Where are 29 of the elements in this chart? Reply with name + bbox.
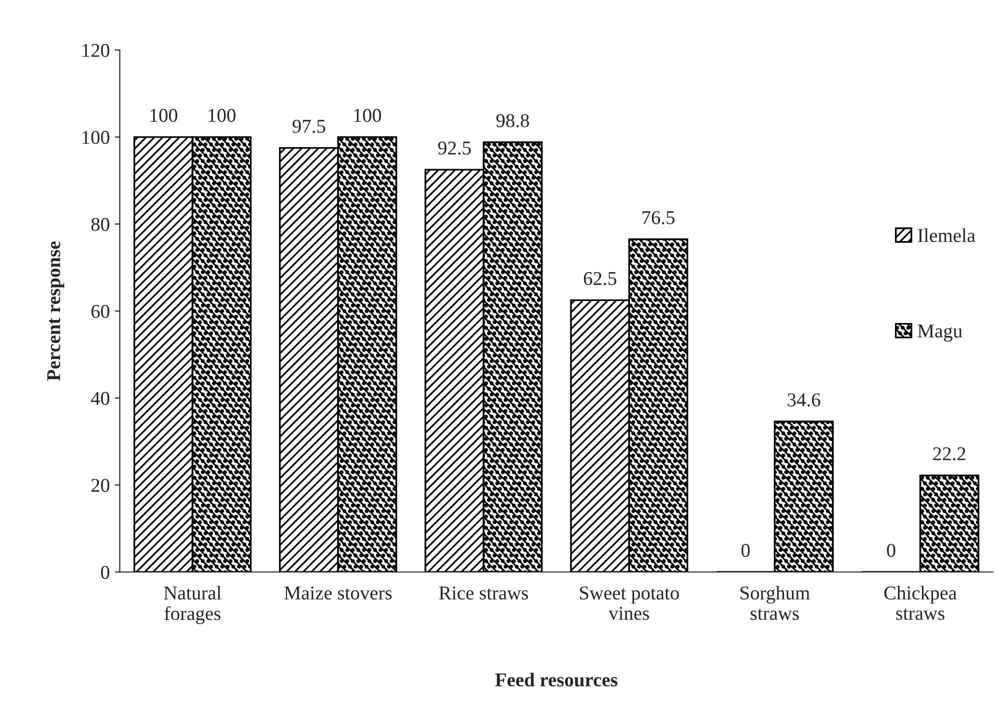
data-label: 100 [150, 108, 178, 122]
x-tick-label: Chickpea straws [884, 586, 957, 620]
data-label: 0 [887, 544, 896, 557]
data-label: 22.2 [933, 447, 966, 460]
data-label: 100 [354, 108, 382, 122]
y-axis-title: Percent response [47, 241, 64, 381]
x-tick-label: Sorghum straws [740, 586, 810, 620]
data-label: 97.5 [292, 120, 326, 133]
y-tick-label: 100 [82, 130, 110, 144]
y-tick-label: 40 [90, 392, 110, 405]
legend-label: Ilemela [918, 228, 976, 242]
y-tick-label: 120 [82, 44, 110, 57]
data-label: 100 [208, 108, 236, 122]
data-label: 0 [741, 544, 750, 557]
data-label: 76.5 [642, 211, 675, 224]
data-label: 34.6 [788, 393, 820, 407]
y-tick-label: 20 [91, 478, 110, 492]
data-label: 62.5 [584, 272, 616, 286]
y-tick-label: 0 [101, 566, 110, 579]
y-tick-label: 80 [91, 218, 110, 231]
x-axis-title: Feed resources [495, 672, 618, 686]
x-tick-label: Rice straws [439, 586, 528, 600]
x-tick-label: Sweet potato vines [580, 586, 679, 620]
data-label: 98.8 [496, 114, 529, 128]
x-tick-label: Maize stovers [284, 586, 392, 600]
y-tick-label: 60 [91, 304, 110, 318]
x-tick-label: Natural forages [164, 586, 222, 624]
data-label: 92.5 [438, 142, 471, 155]
legend-label: Magu [918, 324, 962, 342]
